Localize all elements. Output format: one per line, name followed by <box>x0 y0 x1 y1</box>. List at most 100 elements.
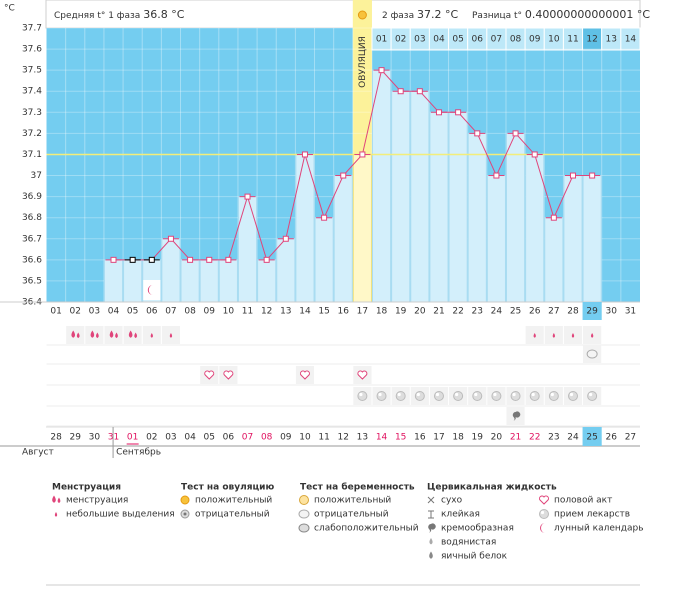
symbol-cell <box>85 326 104 344</box>
date: 26 <box>606 433 618 443</box>
legend-title: Менструация <box>52 483 121 493</box>
drop <box>429 538 433 545</box>
temp-bar <box>276 238 296 303</box>
drop <box>150 333 153 338</box>
date: 14 <box>376 433 388 443</box>
point-square <box>512 130 519 137</box>
temp-bar <box>582 175 602 303</box>
diff-label: Разница t° <box>472 11 522 21</box>
symbol-cell <box>104 326 123 344</box>
drop <box>533 333 536 338</box>
date: 16 <box>414 433 426 443</box>
phase2-value: 37.2 °C <box>417 8 458 21</box>
point-square <box>206 256 213 263</box>
pill <box>548 391 559 401</box>
temp-point <box>411 88 428 95</box>
date: 28 <box>50 433 62 443</box>
point-square <box>225 256 232 263</box>
point-square <box>340 172 347 179</box>
point-square <box>531 151 538 158</box>
day-symbol <box>552 333 556 338</box>
legend-title: Цервикальная жидкость <box>427 483 557 493</box>
point-square <box>187 256 194 263</box>
ov-neg-core <box>183 512 187 516</box>
point-square <box>167 235 174 242</box>
temp-bar <box>486 175 506 303</box>
pill-hl <box>359 392 363 397</box>
temp-point <box>469 130 486 137</box>
y-tick-label: 37.2 <box>22 129 42 139</box>
day-symbol <box>299 370 310 380</box>
day-symbol <box>571 333 575 338</box>
cycle-day: 14 <box>299 307 311 317</box>
legend-label: водянистая <box>441 538 496 548</box>
temp-bar <box>314 217 334 303</box>
point-square <box>493 172 500 179</box>
pill-hl <box>531 392 535 397</box>
temp-bar <box>410 90 430 303</box>
drop <box>552 333 556 338</box>
pill-hl <box>397 392 401 397</box>
y-tick-label: 37.6 <box>22 45 42 55</box>
temp-bar <box>371 69 392 303</box>
day-symbol <box>533 333 536 338</box>
icon <box>429 551 433 559</box>
heart <box>539 495 549 505</box>
cycle-day: 26 <box>529 307 541 317</box>
day-symbol <box>150 333 153 338</box>
temp-bar <box>544 217 564 303</box>
sun-icon <box>357 10 367 20</box>
temp-point <box>316 214 333 221</box>
day-symbol <box>472 391 483 401</box>
temp-point <box>258 256 275 263</box>
cycle-day: 09 <box>204 307 216 317</box>
point-square <box>569 172 576 179</box>
y-tick-label: 36.6 <box>22 255 42 265</box>
moon <box>540 523 545 533</box>
phase2-day: 05 <box>452 35 463 45</box>
icon <box>180 495 190 505</box>
date: 30 <box>89 433 101 443</box>
cycle-day: 23 <box>472 307 483 317</box>
day-symbol <box>567 391 578 401</box>
y-tick-label: 37.7 <box>22 24 42 34</box>
phase2-day: 02 <box>395 35 406 45</box>
preg-weak <box>298 523 310 533</box>
pill-hl <box>455 392 459 397</box>
cycle-day: 21 <box>433 307 444 317</box>
y-tick-label: 37 <box>31 171 42 181</box>
point-square <box>110 256 117 263</box>
cycle-day: 12 <box>261 307 272 317</box>
day-symbol <box>147 285 153 295</box>
cycle-day: 29 <box>586 307 598 317</box>
pill-hl <box>493 392 497 397</box>
day-symbol <box>586 349 598 359</box>
pill-hl <box>512 392 516 397</box>
drop <box>115 332 118 339</box>
legend-label: отрицательный <box>314 510 389 520</box>
legend-label: положительный <box>195 496 272 506</box>
temp-point <box>239 193 256 200</box>
pill <box>491 391 502 401</box>
date: 20 <box>491 433 503 443</box>
legend-label: лунный календарь <box>554 524 644 534</box>
point-square <box>129 256 136 263</box>
day-symbol <box>357 391 368 401</box>
temp-point <box>564 172 581 179</box>
date: 06 <box>223 433 235 443</box>
day-symbol <box>590 333 594 338</box>
day-symbol <box>587 391 598 401</box>
temp-point <box>220 256 237 263</box>
pill <box>587 391 598 401</box>
temp-point <box>162 235 179 242</box>
month-label: Август <box>22 448 54 458</box>
temp-point <box>545 214 562 221</box>
cycle-day: 19 <box>395 307 407 317</box>
y-tick-label: 37.4 <box>22 87 42 97</box>
point-square <box>550 214 557 221</box>
day-symbol <box>357 370 368 380</box>
temp-bar <box>103 259 124 303</box>
date: 02 <box>146 433 157 443</box>
preg-pos <box>299 495 309 505</box>
cycle-day: 28 <box>567 307 579 317</box>
